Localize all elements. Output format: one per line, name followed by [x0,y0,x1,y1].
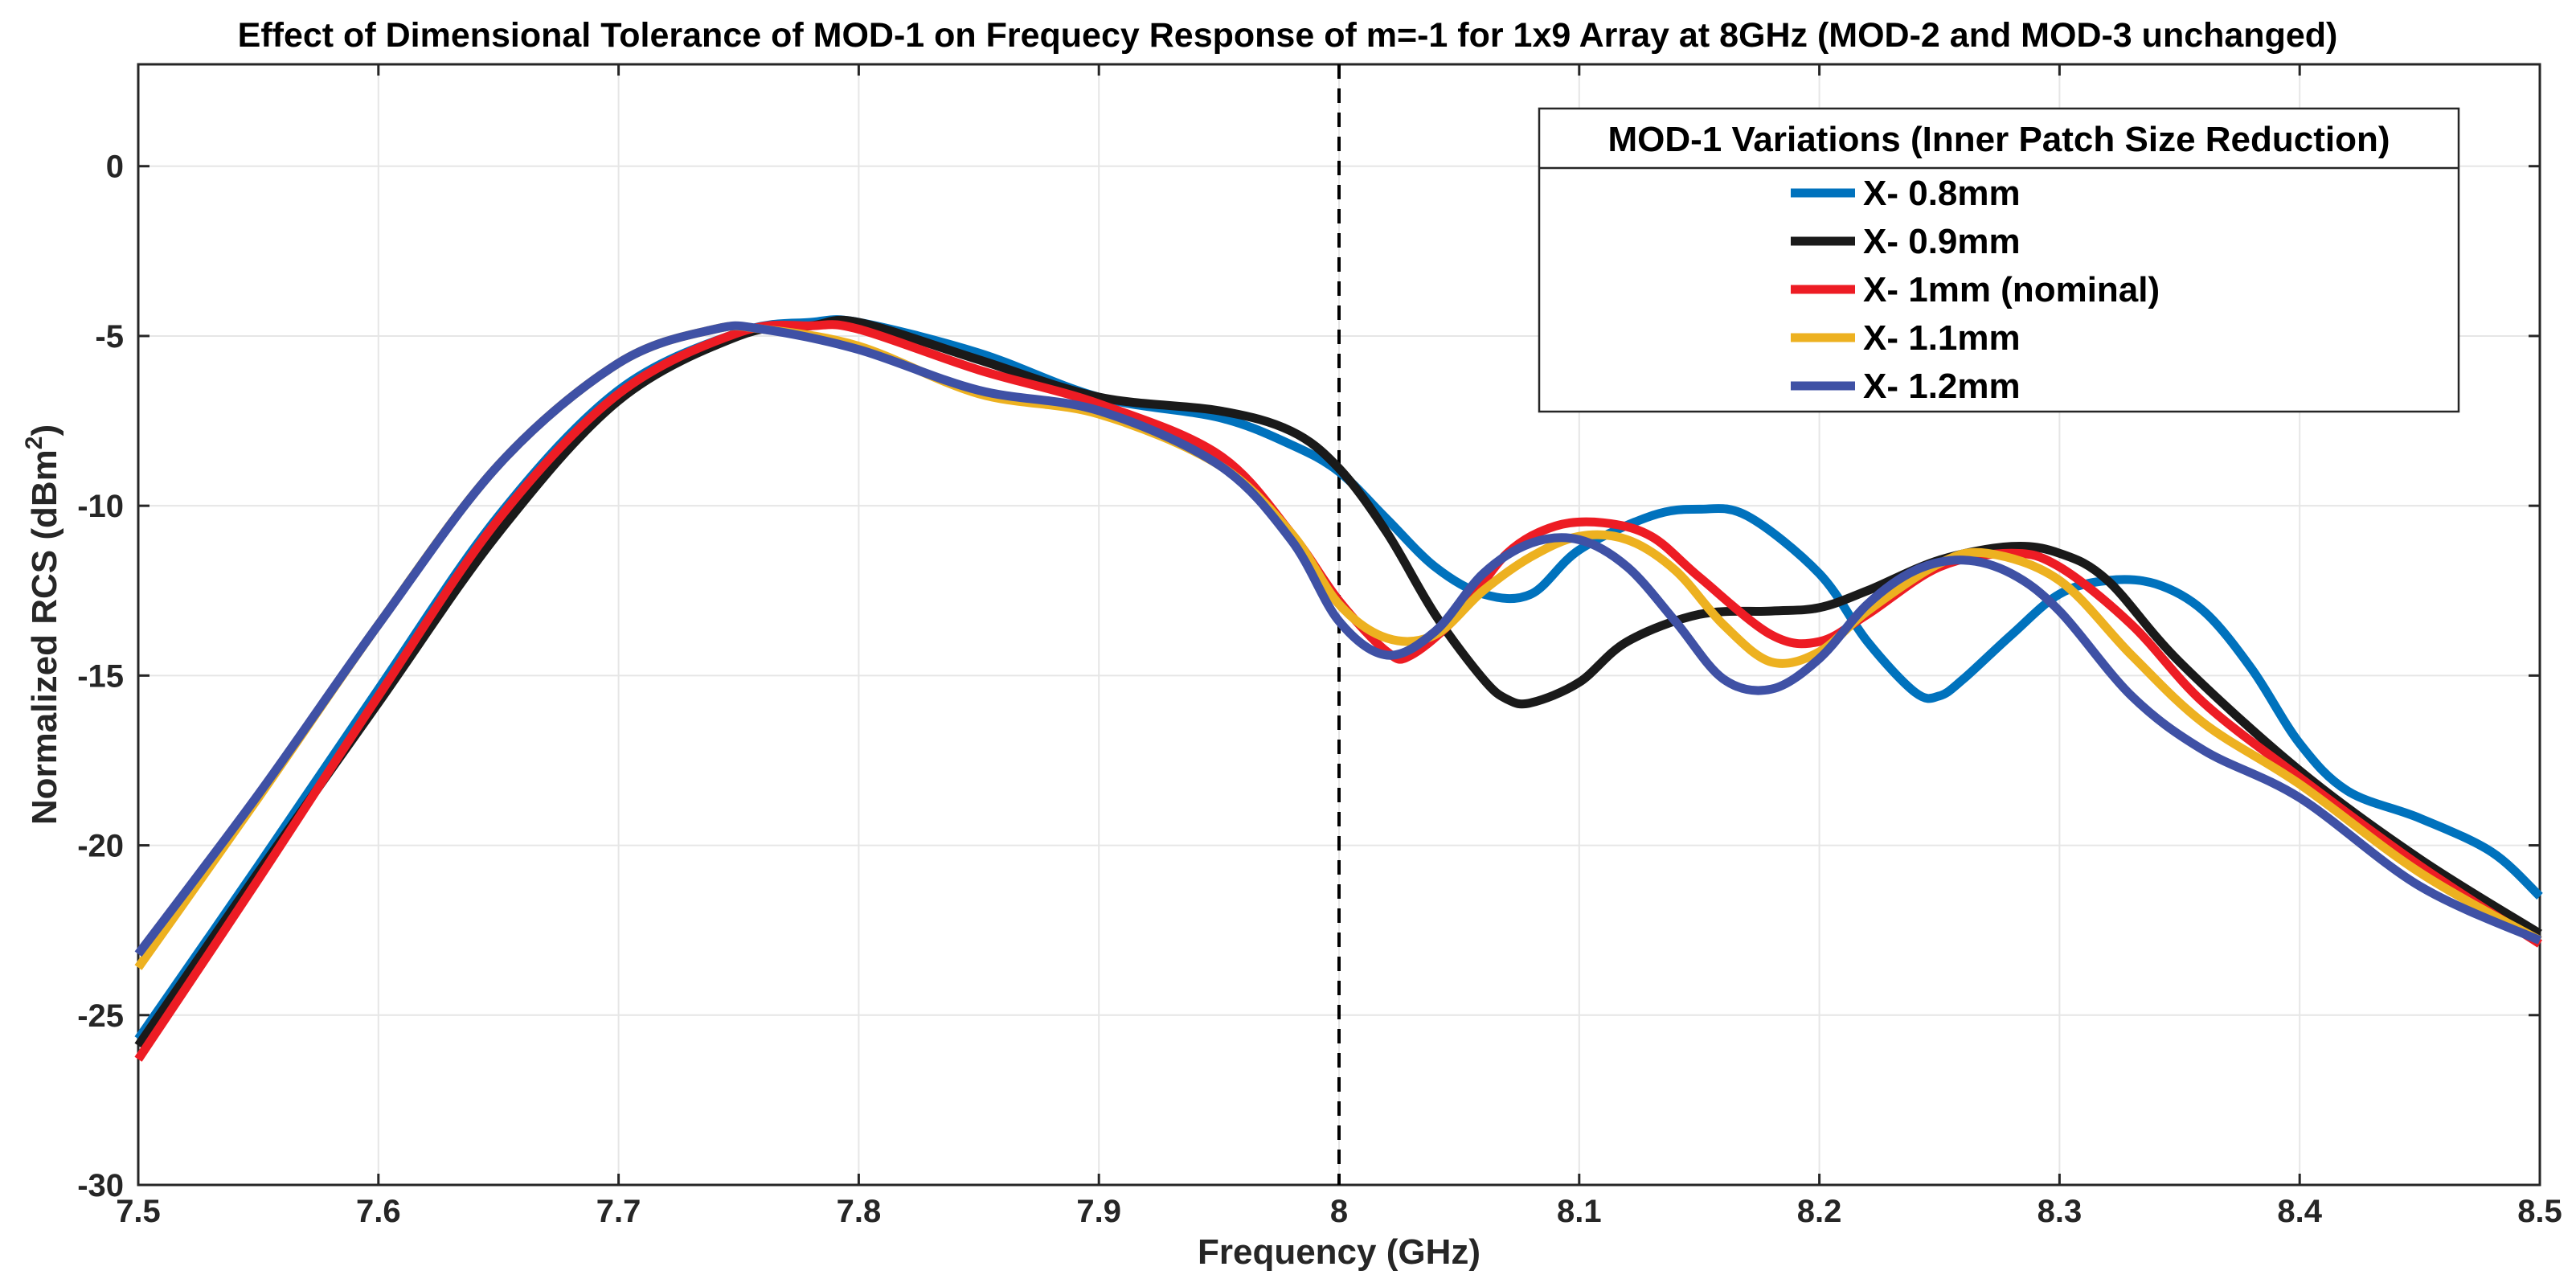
legend-box [1538,107,2460,413]
x-tick-label: 7.6 [356,1194,401,1229]
y-tick-label: -10 [77,489,124,524]
x-tick-label: 8.4 [2277,1194,2322,1229]
y-tick-label: -25 [77,998,124,1034]
x-tick-label: 7.7 [596,1194,641,1229]
series-line-5 [134,321,2542,957]
legend-label-1: X- 0.8mm [1863,174,2021,213]
y-tick-label: -5 [95,319,124,355]
y-tick-label: -20 [77,829,124,864]
chart-title: Effect of Dimensional Tolerance of MOD-1… [238,16,2338,55]
x-tick-label: 8.3 [2037,1194,2083,1229]
legend-label-5: X- 1.2mm [1863,367,2021,406]
x-axis-label: Frequency (GHz) [1198,1232,1480,1272]
legend-title: MOD-1 Variations (Inner Patch Size Reduc… [1607,120,2390,159]
legend-label-4: X- 1.1mm [1863,318,2021,358]
x-tick-labels: 7.5 7.6 7.7 7.8 7.9 8 8.1 8.2 8.3 8.4 8.5 [116,1194,2562,1229]
x-tick-label: 7.8 [837,1194,882,1229]
y-tick-label: 0 [106,150,124,185]
series-line-2 [134,315,2542,1048]
y-tick-label: -15 [77,658,124,694]
series-line-3 [134,320,2542,1062]
x-tick-label: 7.9 [1076,1194,1121,1229]
y-tick-label: -30 [77,1168,124,1203]
y-axis-label-superscript: 2 [21,437,47,450]
y-axis-label: Normalized RCS (dBm2) [21,424,64,825]
x-tick-label: 8 [1330,1194,1348,1229]
axis-ticks [137,64,2541,1187]
legend-label-3: X- 1mm (nominal) [1863,270,2160,309]
x-tick-label: 8.1 [1557,1194,1602,1229]
legend-label-2: X- 0.9mm [1863,222,2021,261]
series-lines [134,315,2543,1062]
x-tick-label: 8.2 [1797,1194,1842,1229]
legend-items: X- 0.8mm X- 0.9mm X- 1mm (nominal) X- 1.1mm… [1791,174,2160,406]
y-axis-label-main: Normalized RCS (dBm [25,449,64,825]
x-tick-label: 8.5 [2517,1194,2562,1229]
x-tick-label: 7.5 [116,1194,161,1229]
y-tick-labels: 0 -5 -10 -15 -20 -25 -30 [77,150,124,1203]
legend: MOD-1 Variations (Inner Patch Size Reduc… [1538,107,2460,413]
y-axis-label-close: ) [25,424,64,437]
